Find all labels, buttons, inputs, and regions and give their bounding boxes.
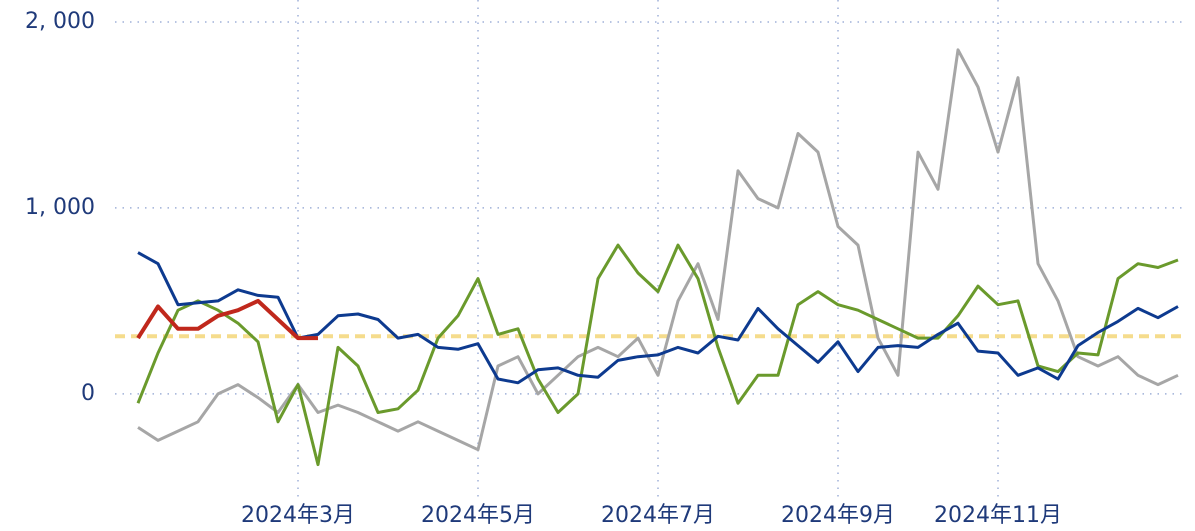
series-line — [137, 251, 1179, 385]
y-tick-label: 0 — [81, 381, 95, 406]
x-tick-label: 2024年11月 — [934, 503, 1062, 528]
x-tick-label: 2024年3月 — [241, 503, 355, 528]
series-line — [136, 243, 1179, 467]
series-line — [136, 298, 318, 341]
y-tick-label: 1, 000 — [25, 195, 95, 220]
y-tick-label: 2, 000 — [25, 9, 95, 34]
x-tick-label: 2024年9月 — [781, 503, 895, 528]
x-tick-label: 2024年7月 — [601, 503, 715, 528]
x-tick-label: 2024年5月 — [421, 503, 535, 528]
series-line — [137, 48, 1179, 452]
